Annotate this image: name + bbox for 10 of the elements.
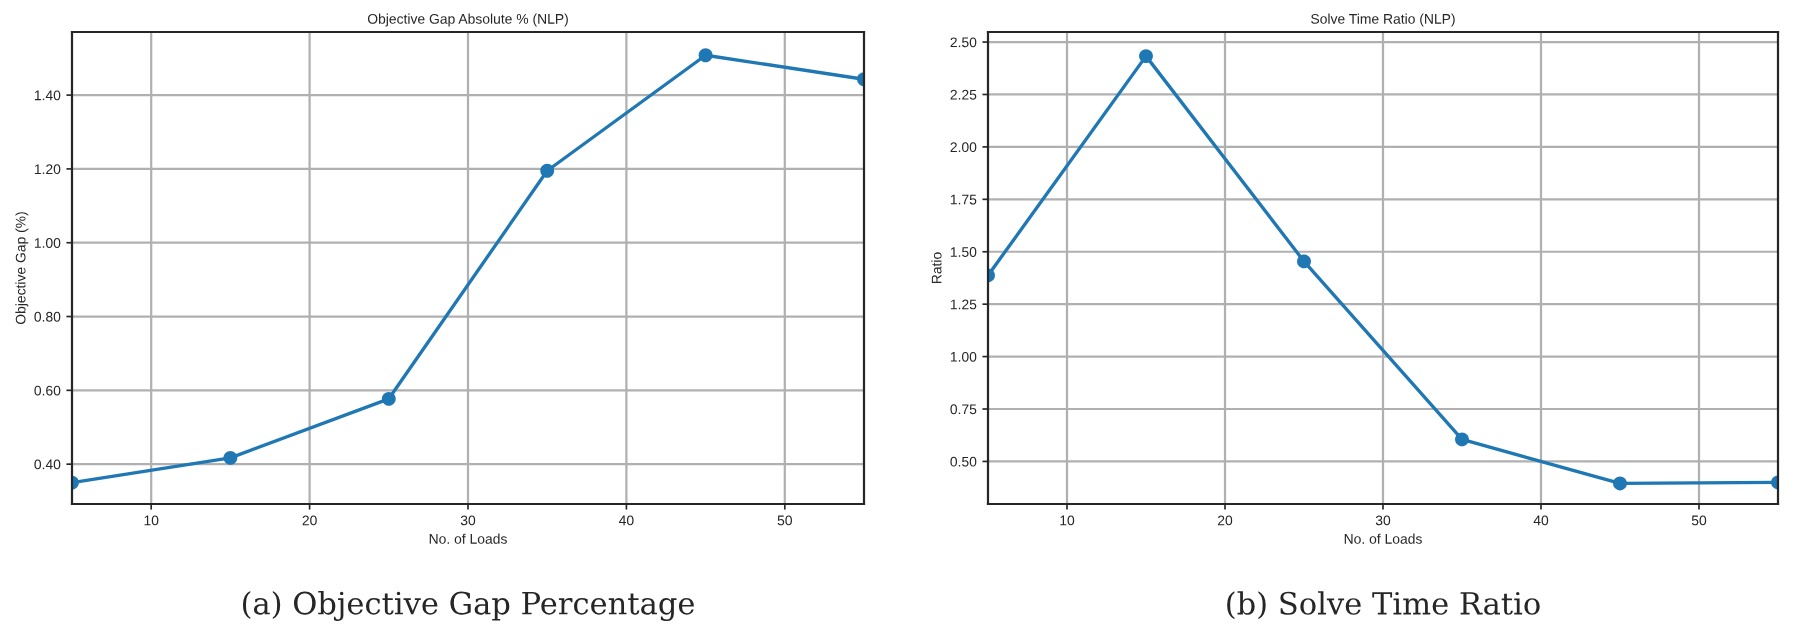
- point: [381, 391, 396, 406]
- point: [223, 450, 238, 465]
- point: [1455, 432, 1469, 447]
- text: (a) Objective Gap Percentage: [242, 591, 694, 621]
- text: (b) Solve Time Ratio: [1227, 591, 1540, 620]
- point: [1139, 49, 1153, 64]
- point: [1613, 476, 1627, 491]
- point: [1297, 254, 1311, 269]
- point: [698, 48, 713, 63]
- point: [540, 163, 555, 178]
